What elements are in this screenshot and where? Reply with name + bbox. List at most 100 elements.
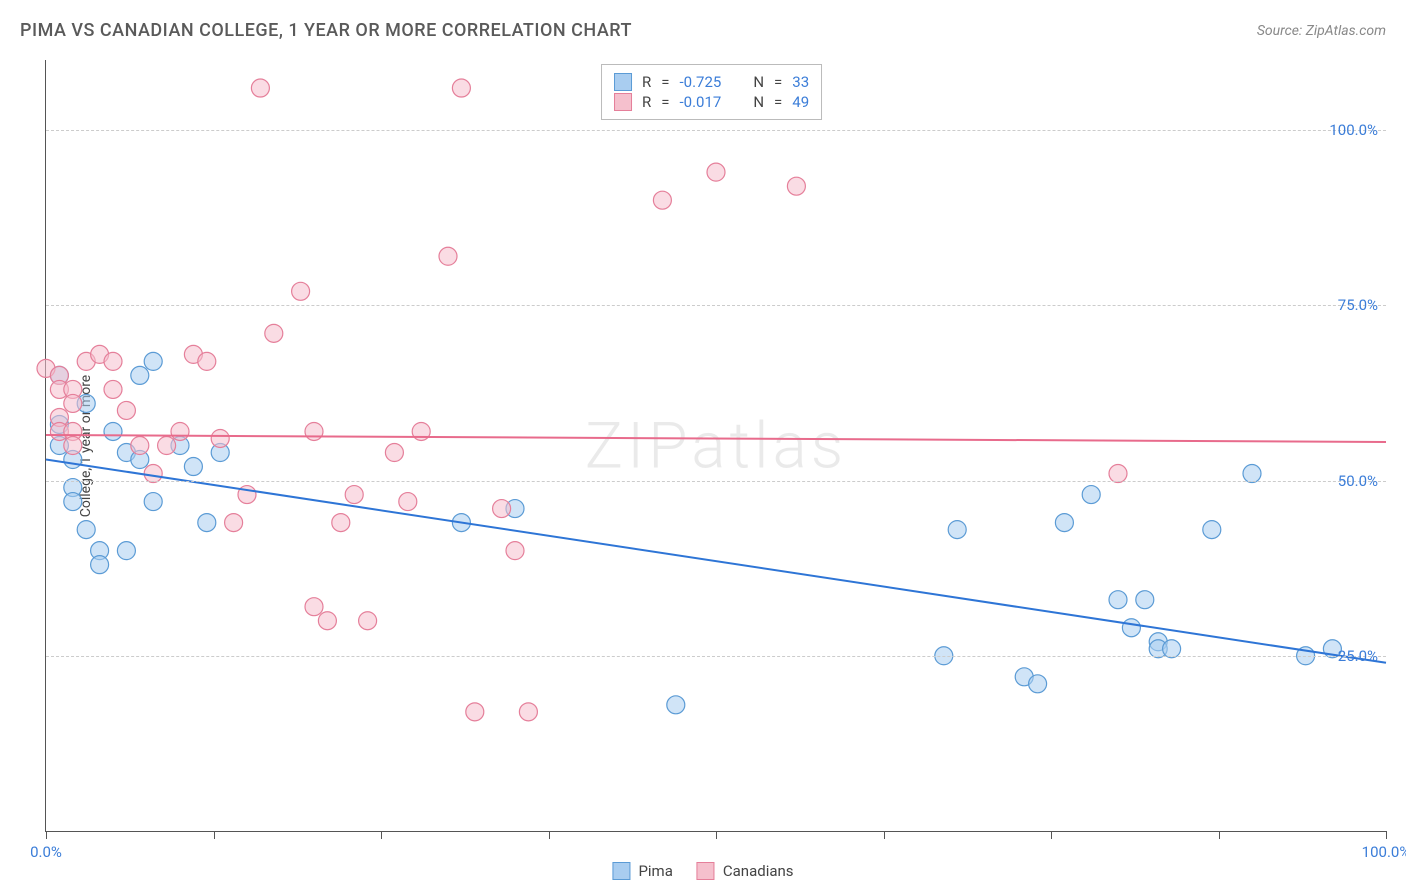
- data-point: [131, 437, 149, 455]
- stat-r-value: -0.017: [679, 93, 721, 111]
- data-point: [171, 422, 189, 440]
- stat-n-value: 49: [792, 93, 809, 111]
- gridline: [46, 305, 1386, 306]
- data-point: [506, 542, 524, 560]
- y-tick-label: 75.0%: [1338, 296, 1378, 314]
- data-point: [64, 437, 82, 455]
- data-point: [653, 191, 671, 209]
- stat-n-key: N: [753, 93, 764, 111]
- stats-row: R = -0.017 N = 49: [614, 93, 809, 111]
- source-attribution: Source: ZipAtlas.com: [1257, 23, 1386, 39]
- y-tick-label: 100.0%: [1329, 121, 1378, 139]
- stat-eq: =: [774, 93, 782, 111]
- x-tick-label: 100.0%: [1362, 843, 1406, 861]
- gridline: [46, 656, 1386, 657]
- correlation-stats-box: R = -0.725 N = 33 R = -0.017 N = 49: [601, 64, 822, 120]
- data-point: [251, 79, 269, 97]
- data-point: [184, 458, 202, 476]
- stat-eq: =: [774, 73, 782, 91]
- stat-eq: =: [661, 93, 669, 111]
- data-point: [466, 703, 484, 721]
- data-point: [225, 514, 243, 532]
- data-point: [667, 696, 685, 714]
- x-tick-label: 0.0%: [30, 843, 62, 861]
- data-point: [359, 612, 377, 630]
- x-tick: [549, 831, 550, 839]
- gridline: [46, 481, 1386, 482]
- data-point: [399, 493, 417, 511]
- data-point: [265, 324, 283, 342]
- x-tick: [716, 831, 717, 839]
- data-point: [144, 352, 162, 370]
- data-point: [77, 521, 95, 539]
- x-tick: [46, 831, 47, 839]
- legend-swatch-canadians: [697, 862, 715, 880]
- chart-header: PIMA VS CANADIAN COLLEGE, 1 YEAR OR MORE…: [20, 20, 1386, 41]
- data-point: [131, 366, 149, 384]
- stats-swatch: [614, 73, 632, 91]
- data-point: [305, 422, 323, 440]
- data-point: [787, 177, 805, 195]
- data-point: [64, 394, 82, 412]
- data-point: [198, 352, 216, 370]
- data-point: [91, 556, 109, 574]
- data-point: [332, 514, 350, 532]
- gridline: [46, 130, 1386, 131]
- data-point: [1136, 591, 1154, 609]
- data-point: [948, 521, 966, 539]
- data-point: [1203, 521, 1221, 539]
- scatter-plot-svg: [46, 60, 1386, 831]
- data-point: [318, 612, 336, 630]
- data-point: [1109, 591, 1127, 609]
- x-tick: [381, 831, 382, 839]
- stat-r-key: R: [642, 73, 651, 91]
- data-point: [104, 380, 122, 398]
- data-point: [104, 422, 122, 440]
- stat-eq: =: [661, 73, 669, 91]
- regression-line: [46, 460, 1386, 663]
- regression-line: [46, 435, 1386, 442]
- stat-n-key: N: [753, 73, 764, 91]
- data-point: [117, 542, 135, 560]
- data-point: [144, 493, 162, 511]
- stat-r-key: R: [642, 93, 651, 111]
- data-point: [158, 437, 176, 455]
- data-point: [385, 444, 403, 462]
- chart-plot-area: ZIPatlas R=-0.725N=33R=-0.017N=49 25.0%5…: [45, 60, 1386, 832]
- legend-item-canadians: Canadians: [697, 862, 794, 880]
- stat-r-value: -0.725: [679, 73, 721, 91]
- data-point: [305, 598, 323, 616]
- data-point: [292, 282, 310, 300]
- legend-label-pima: Pima: [638, 862, 672, 880]
- data-point: [1055, 514, 1073, 532]
- data-point: [439, 247, 457, 265]
- data-point: [104, 352, 122, 370]
- data-point: [707, 163, 725, 181]
- x-tick: [214, 831, 215, 839]
- data-point: [493, 500, 511, 518]
- y-tick-label: 25.0%: [1338, 647, 1378, 665]
- legend: Pima Canadians: [612, 862, 793, 880]
- y-tick-label: 50.0%: [1338, 472, 1378, 490]
- data-point: [345, 486, 363, 504]
- data-point: [211, 429, 229, 447]
- stats-row: R = -0.725 N = 33: [614, 73, 809, 91]
- data-point: [198, 514, 216, 532]
- data-point: [1029, 675, 1047, 693]
- stats-swatch: [614, 93, 632, 111]
- stat-n-value: 33: [792, 73, 809, 91]
- x-tick: [1051, 831, 1052, 839]
- x-tick: [1219, 831, 1220, 839]
- data-point: [64, 493, 82, 511]
- data-point: [452, 79, 470, 97]
- data-point: [117, 401, 135, 419]
- data-point: [1082, 486, 1100, 504]
- data-point: [1122, 619, 1140, 637]
- legend-swatch-pima: [612, 862, 630, 880]
- data-point: [519, 703, 537, 721]
- x-tick: [884, 831, 885, 839]
- chart-title: PIMA VS CANADIAN COLLEGE, 1 YEAR OR MORE…: [20, 20, 632, 41]
- x-tick: [1386, 831, 1387, 839]
- legend-label-canadians: Canadians: [723, 862, 794, 880]
- legend-item-pima: Pima: [612, 862, 672, 880]
